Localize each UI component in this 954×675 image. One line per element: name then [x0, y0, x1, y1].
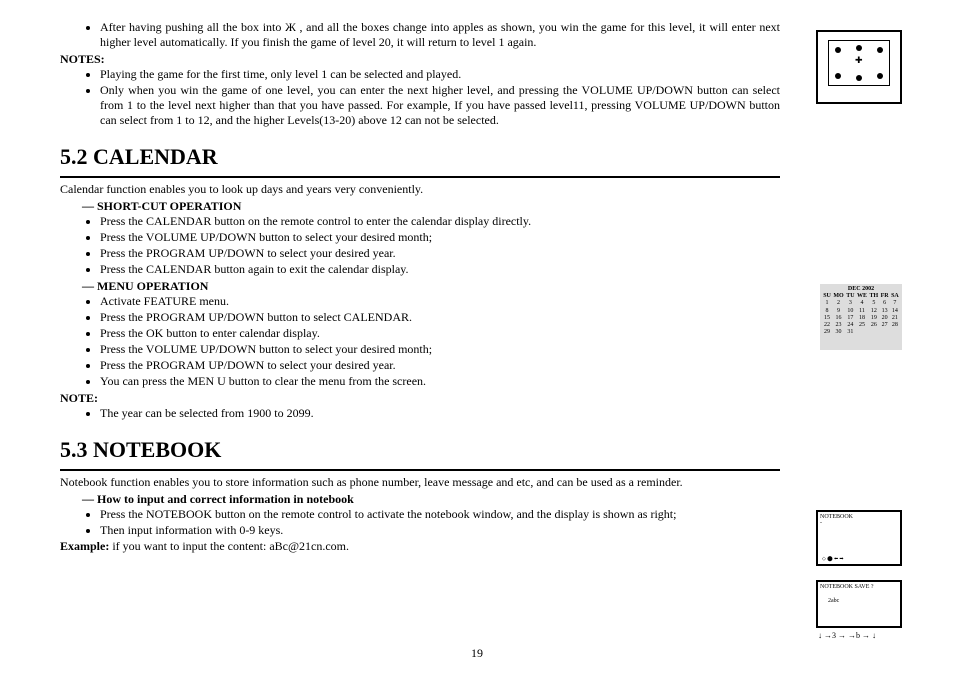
calendar-figure: DEC 2002 SUMOTUWETHFRSA 1234567891011121…	[820, 284, 902, 350]
shortcut-item: Press the VOLUME UP/DOWN button to selec…	[100, 230, 780, 245]
top-bullet: After having pushing all the box into Ж …	[100, 20, 780, 50]
menu-item: Press the PROGRAM UP/DOWN to select your…	[100, 358, 780, 373]
cal-note-label: NOTE:	[60, 391, 780, 406]
howto-item: Press the NOTEBOOK button on the remote …	[100, 507, 780, 522]
menu-item: Press the OK button to enter calendar di…	[100, 326, 780, 341]
notebook-figure-2: NOTEBOOK SAVE ? 2abc ↓ →3 → →b → ↓	[816, 580, 902, 628]
nb1-footer: ◇ ⬤ ⬅ ➡	[822, 556, 844, 562]
section-rule	[60, 176, 780, 178]
shortcut-label: — SHORT-CUT OPERATION	[82, 199, 780, 214]
menu-item: Press the VOLUME UP/DOWN button to selec…	[100, 342, 780, 357]
howto-label: — How to input and correct information i…	[82, 492, 780, 507]
nb2-body: 2abc	[828, 598, 898, 604]
calendar-intro: Calendar function enables you to look up…	[60, 182, 780, 197]
notes-label: NOTES:	[60, 52, 780, 67]
notebook-figure-1: NOTEBOOK - ◇ ⬤ ⬅ ➡	[816, 510, 902, 566]
notebook-intro: Notebook function enables you to store i…	[60, 475, 780, 490]
example-text: if you want to input the content: aBc@21…	[109, 539, 349, 553]
game-figure: ✚	[816, 30, 902, 104]
menu-item: Press the PROGRAM UP/DOWN button to sele…	[100, 310, 780, 325]
notebook-heading: 5.3 NOTEBOOK	[60, 437, 780, 465]
howto-item: Then input information with 0-9 keys.	[100, 523, 780, 538]
menu-item: You can press the MEN U button to clear …	[100, 374, 780, 389]
note-item: Only when you win the game of one level,…	[100, 83, 780, 128]
note-item: Playing the game for the first time, onl…	[100, 67, 780, 82]
cal-note: The year can be selected from 1900 to 20…	[100, 406, 780, 421]
menu-item: Activate FEATURE menu.	[100, 294, 780, 309]
cal-title: DEC 2002	[822, 286, 900, 293]
example-label: Example:	[60, 539, 109, 553]
section-rule	[60, 469, 780, 471]
nb1-cursor: -	[820, 520, 898, 526]
page-number: 19	[0, 646, 954, 661]
shortcut-item: Press the CALENDAR button again to exit …	[100, 262, 780, 277]
example-line: Example: if you want to input the conten…	[60, 539, 780, 554]
cal-table: SUMOTUWETHFRSA 1234567891011121314151617…	[822, 293, 900, 336]
game-figure-inner: ✚	[828, 40, 890, 86]
nb2-title: NOTEBOOK SAVE ?	[820, 584, 898, 590]
calendar-heading: 5.2 CALENDAR	[60, 144, 780, 172]
nb2-arrows: ↓ →3 → →b → ↓	[818, 631, 876, 640]
menu-label: — MENU OPERATION	[82, 279, 780, 294]
shortcut-item: Press the CALENDAR button on the remote …	[100, 214, 780, 229]
shortcut-item: Press the PROGRAM UP/DOWN to select your…	[100, 246, 780, 261]
